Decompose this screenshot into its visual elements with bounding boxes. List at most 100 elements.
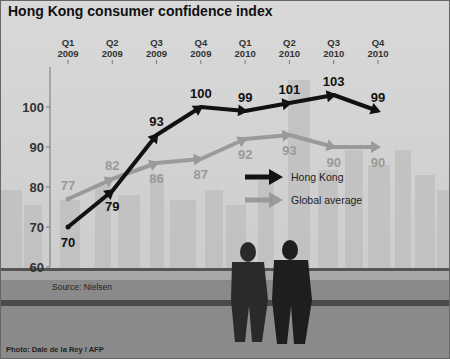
x-tick-label: Q12009 <box>57 37 78 59</box>
y-tick-label: 70 <box>30 220 44 235</box>
photo-figure <box>240 242 256 262</box>
x-tick-label-part: Q3 <box>150 37 163 48</box>
series-line <box>68 95 378 227</box>
y-tick <box>46 147 50 148</box>
x-tick-label: Q32010 <box>323 37 344 59</box>
y-axis-line <box>50 67 51 267</box>
y-tick <box>46 107 50 108</box>
photo-building <box>395 150 411 270</box>
arrow-marker <box>103 176 115 187</box>
series-group <box>66 90 381 229</box>
x-tick-label-part: 2009 <box>190 48 211 59</box>
x-tick-label: Q22010 <box>279 37 300 59</box>
y-tick-label: 100 <box>22 100 44 115</box>
photo-building <box>437 190 450 270</box>
x-tick <box>112 60 113 64</box>
data-label: 70 <box>61 235 75 250</box>
arrow-marker <box>193 154 203 166</box>
photo-figure <box>272 260 312 344</box>
data-label: 77 <box>61 178 75 193</box>
title: Hong Kong consumer confidence index <box>8 3 273 19</box>
data-label: 103 <box>323 74 345 89</box>
photo-building <box>415 175 435 270</box>
y-tick-label: 80 <box>30 180 44 195</box>
data-label: 93 <box>149 114 163 129</box>
arrow-marker <box>282 130 292 142</box>
photo-building <box>368 165 390 270</box>
x-tick <box>68 60 69 64</box>
photo-credit: Photo: Dale de la Rey / AFP <box>6 345 104 354</box>
point-marker <box>66 197 71 202</box>
source-note: Source: Nielsen <box>52 282 112 292</box>
legend-label: Hong Kong <box>291 171 344 183</box>
data-label: 90 <box>371 155 385 170</box>
y-tick-label: 90 <box>30 140 44 155</box>
x-tick <box>378 60 379 64</box>
photo-figure <box>282 240 298 260</box>
photo-building <box>170 200 196 270</box>
photo-building <box>226 205 246 270</box>
arrow-marker <box>238 104 248 116</box>
arrow-marker <box>192 105 204 115</box>
x-tick-label-part: Q2 <box>283 37 296 48</box>
data-label: 99 <box>371 90 385 105</box>
x-tick-label: Q12010 <box>235 37 256 59</box>
x-tick-label: Q32009 <box>146 37 167 59</box>
photo-building <box>345 150 363 270</box>
x-tick-label-part: Q2 <box>106 37 119 48</box>
photo-building <box>150 175 164 270</box>
plot-area <box>66 90 382 229</box>
photo-rail-base <box>0 300 450 306</box>
legend-label: Global average <box>291 194 362 206</box>
photo-building <box>205 190 223 270</box>
data-label: 93 <box>282 143 296 158</box>
photo-building <box>0 190 22 270</box>
x-tick-label-part: 2009 <box>102 48 123 59</box>
chart-root: Hong Kong consumer confidence index 60 70 8… <box>0 0 450 359</box>
point-marker <box>66 225 71 230</box>
arrow-marker <box>148 160 159 171</box>
legend-swatch-arrow <box>269 169 283 185</box>
data-label: 87 <box>194 167 208 182</box>
photo-water <box>0 268 450 280</box>
x-tick-label-part: 2010 <box>235 48 256 59</box>
legend-swatch-arrow <box>269 192 283 208</box>
series-group <box>66 130 382 202</box>
photo-figure <box>231 262 268 342</box>
x-tick-label-part: Q4 <box>372 37 385 48</box>
x-tick-label-part: Q1 <box>62 37 75 48</box>
data-label: 99 <box>238 90 252 105</box>
y-tick <box>46 267 50 268</box>
x-tick-label-part: 2009 <box>146 48 167 59</box>
data-label: 90 <box>326 155 340 170</box>
y-tick-label: 60 <box>30 260 44 275</box>
data-label: 100 <box>190 86 212 101</box>
x-tick <box>200 60 201 64</box>
arrow-marker <box>326 90 337 102</box>
y-tick <box>46 227 50 228</box>
legend-item: Global average <box>245 192 362 208</box>
x-tick <box>156 60 157 64</box>
x-tick <box>333 60 334 64</box>
x-tick-label-part: Q1 <box>239 37 252 48</box>
x-tick-label-part: 2010 <box>279 48 300 59</box>
arrow-marker <box>236 136 248 147</box>
x-tick-label-part: 2010 <box>323 48 344 59</box>
legend-swatch <box>245 175 271 180</box>
x-tick-label-part: Q3 <box>327 37 340 48</box>
x-tick-label-part: 2010 <box>367 48 388 59</box>
photo-sky <box>0 0 450 359</box>
photo-building <box>318 170 338 270</box>
x-tick <box>289 60 290 64</box>
arrow-marker <box>148 133 159 145</box>
legend-swatch <box>245 198 271 203</box>
frame <box>1 1 450 359</box>
data-label: 86 <box>149 171 163 186</box>
data-label: 82 <box>105 158 119 173</box>
x-tick-label: Q42009 <box>190 37 211 59</box>
legend-item: Hong Kong <box>245 169 344 185</box>
photo-building <box>118 195 140 270</box>
x-tick-label: Q22009 <box>102 37 123 59</box>
data-label: 79 <box>105 199 119 214</box>
photo-railing <box>0 268 450 271</box>
